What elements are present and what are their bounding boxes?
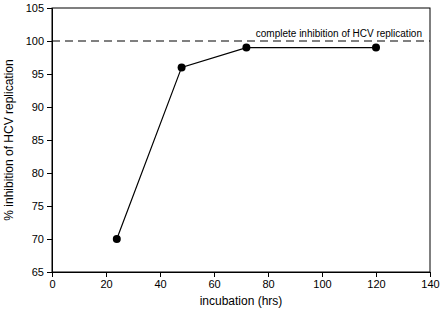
tick-mark bbox=[47, 74, 52, 75]
annotation: complete inhibition of HCV replication bbox=[256, 28, 422, 39]
data-point bbox=[242, 44, 250, 52]
tick-mark bbox=[322, 272, 323, 277]
tick: 95 bbox=[32, 68, 52, 80]
tick-mark bbox=[106, 272, 107, 277]
tick-label: 20 bbox=[100, 278, 112, 290]
axis-line bbox=[47, 9, 53, 273]
tick-label: 100 bbox=[313, 278, 331, 290]
tick-mark bbox=[47, 272, 52, 273]
axis-line bbox=[53, 273, 431, 278]
tick-mark bbox=[214, 272, 215, 277]
reference-line bbox=[52, 41, 430, 42]
tick-mark bbox=[47, 140, 52, 141]
tick: 90 bbox=[32, 101, 52, 113]
plot-frame bbox=[52, 8, 430, 272]
tick: 60 bbox=[208, 272, 220, 290]
y-axis: 65 70 75 80 85 90 95 100 105 bbox=[26, 2, 53, 278]
tick: 80 bbox=[32, 167, 52, 179]
tick-label: 65 bbox=[32, 266, 44, 278]
tick-mark bbox=[47, 8, 52, 9]
y-axis-title: % inhibition of HCV replication bbox=[2, 59, 16, 220]
tick-label: 75 bbox=[32, 200, 44, 212]
data-point bbox=[113, 235, 121, 243]
tick-mark bbox=[47, 107, 52, 108]
tick-label: 60 bbox=[208, 278, 220, 290]
tick-label: 40 bbox=[154, 278, 166, 290]
tick: 70 bbox=[32, 233, 52, 245]
tick: 100 bbox=[313, 272, 331, 290]
tick: 105 bbox=[26, 2, 52, 14]
tick: 85 bbox=[32, 134, 52, 146]
tick: 65 bbox=[32, 266, 52, 278]
tick-label: 100 bbox=[26, 35, 44, 47]
tick-label: 0 bbox=[49, 278, 55, 290]
data-point bbox=[372, 44, 380, 52]
x-axis: 0 20 40 60 80 100 120 140 bbox=[49, 272, 439, 290]
tick-label: 90 bbox=[32, 101, 44, 113]
tick-mark bbox=[268, 272, 269, 277]
tick: 0 bbox=[49, 272, 55, 290]
tick-label: 95 bbox=[32, 68, 44, 80]
x-axis-title: incubation (hrs) bbox=[200, 294, 283, 308]
tick-label: 105 bbox=[26, 2, 44, 14]
tick: 100 bbox=[26, 35, 52, 47]
chart: 0 20 40 60 80 100 120 140 65 70 75 80 85 90 95 100 105 co… bbox=[0, 0, 440, 311]
tick-label: 120 bbox=[367, 278, 385, 290]
tick: 75 bbox=[32, 200, 52, 212]
tick-label: 85 bbox=[32, 134, 44, 146]
tick-label: 80 bbox=[32, 167, 44, 179]
tick-mark bbox=[47, 239, 52, 240]
tick-mark bbox=[47, 173, 52, 174]
tick: 140 bbox=[421, 272, 439, 290]
tick: 120 bbox=[367, 272, 385, 290]
data-line bbox=[117, 48, 376, 239]
tick-mark bbox=[47, 206, 52, 207]
tick-mark bbox=[160, 272, 161, 277]
tick-mark bbox=[430, 272, 431, 277]
data-point bbox=[178, 63, 186, 71]
tick-label: 140 bbox=[421, 278, 439, 290]
plot-content bbox=[52, 41, 430, 243]
plot: 0 20 40 60 80 100 120 140 65 70 75 80 85 90 95 100 105 co… bbox=[26, 2, 440, 290]
tick-mark bbox=[47, 41, 52, 42]
tick-label: 80 bbox=[262, 278, 274, 290]
tick: 80 bbox=[262, 272, 274, 290]
tick: 20 bbox=[100, 272, 112, 290]
tick-label: 70 bbox=[32, 233, 44, 245]
tick: 40 bbox=[154, 272, 166, 290]
tick-mark bbox=[376, 272, 377, 277]
